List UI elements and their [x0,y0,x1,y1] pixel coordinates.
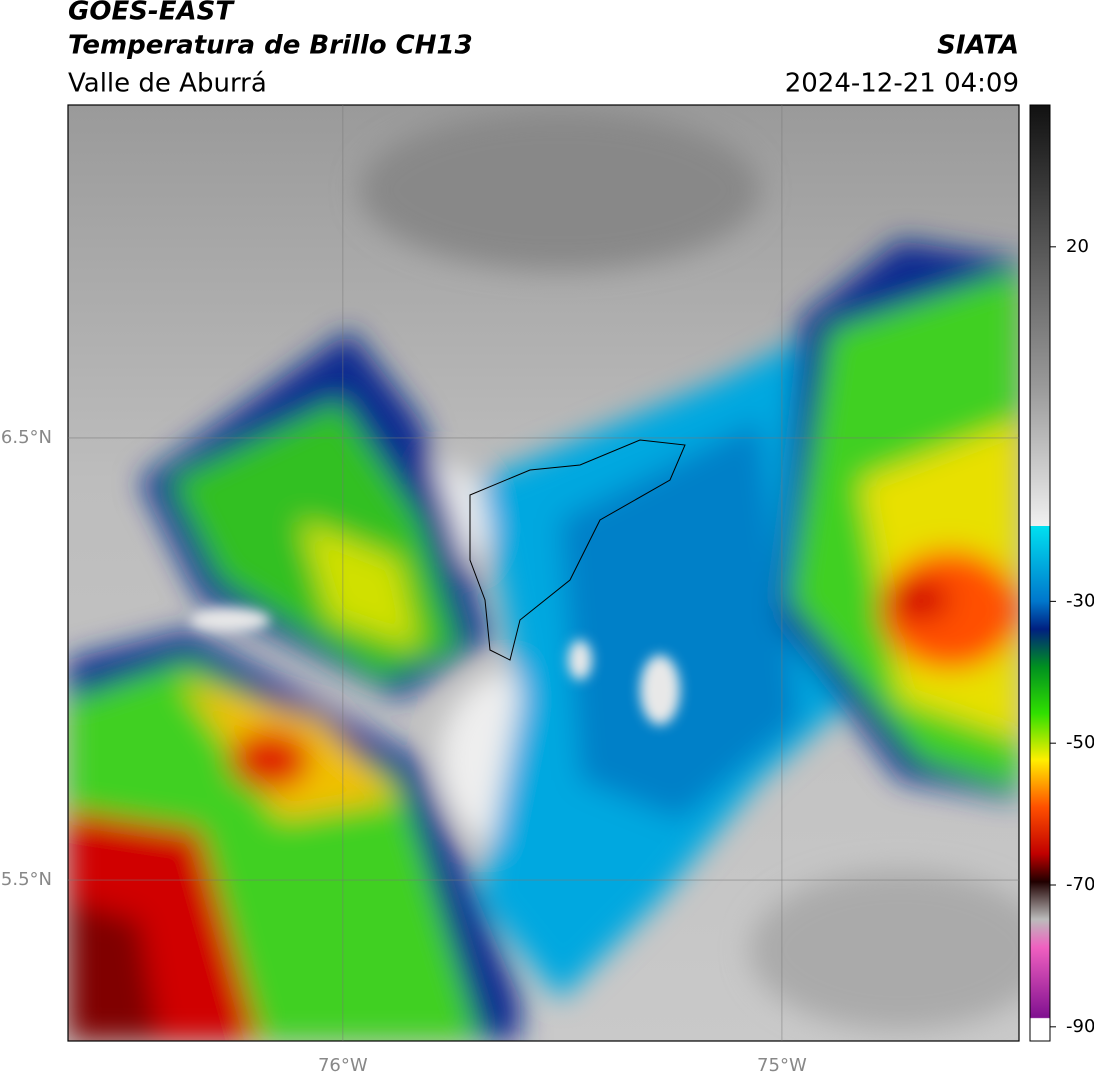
subtitle: Temperatura de Brillo CH13 [68,31,473,61]
colorbar-tick-label: 20 [1066,236,1089,257]
x-tick-label: 76°W [318,1055,368,1076]
colorbar-tick-label: -70 [1066,874,1094,895]
timestamp: 2024-12-21 04:09 [785,69,1019,99]
colorbar-tick-label: -30 [1066,590,1094,611]
source: SIATA [937,31,1019,61]
map-frame [67,104,1020,1042]
title: GOES-EAST [68,0,235,27]
region: Valle de Aburrá [68,69,267,99]
y-tick-label: 5.5°N [1,869,52,890]
satellite-image [68,105,1019,1041]
colorbar [1029,104,1051,1042]
y-tick-label: 6.5°N [1,427,52,448]
colorbar-tick-label: -50 [1066,732,1094,753]
x-tick-label: 75°W [757,1055,807,1076]
colorbar-tick-label: -90 [1066,1016,1094,1037]
